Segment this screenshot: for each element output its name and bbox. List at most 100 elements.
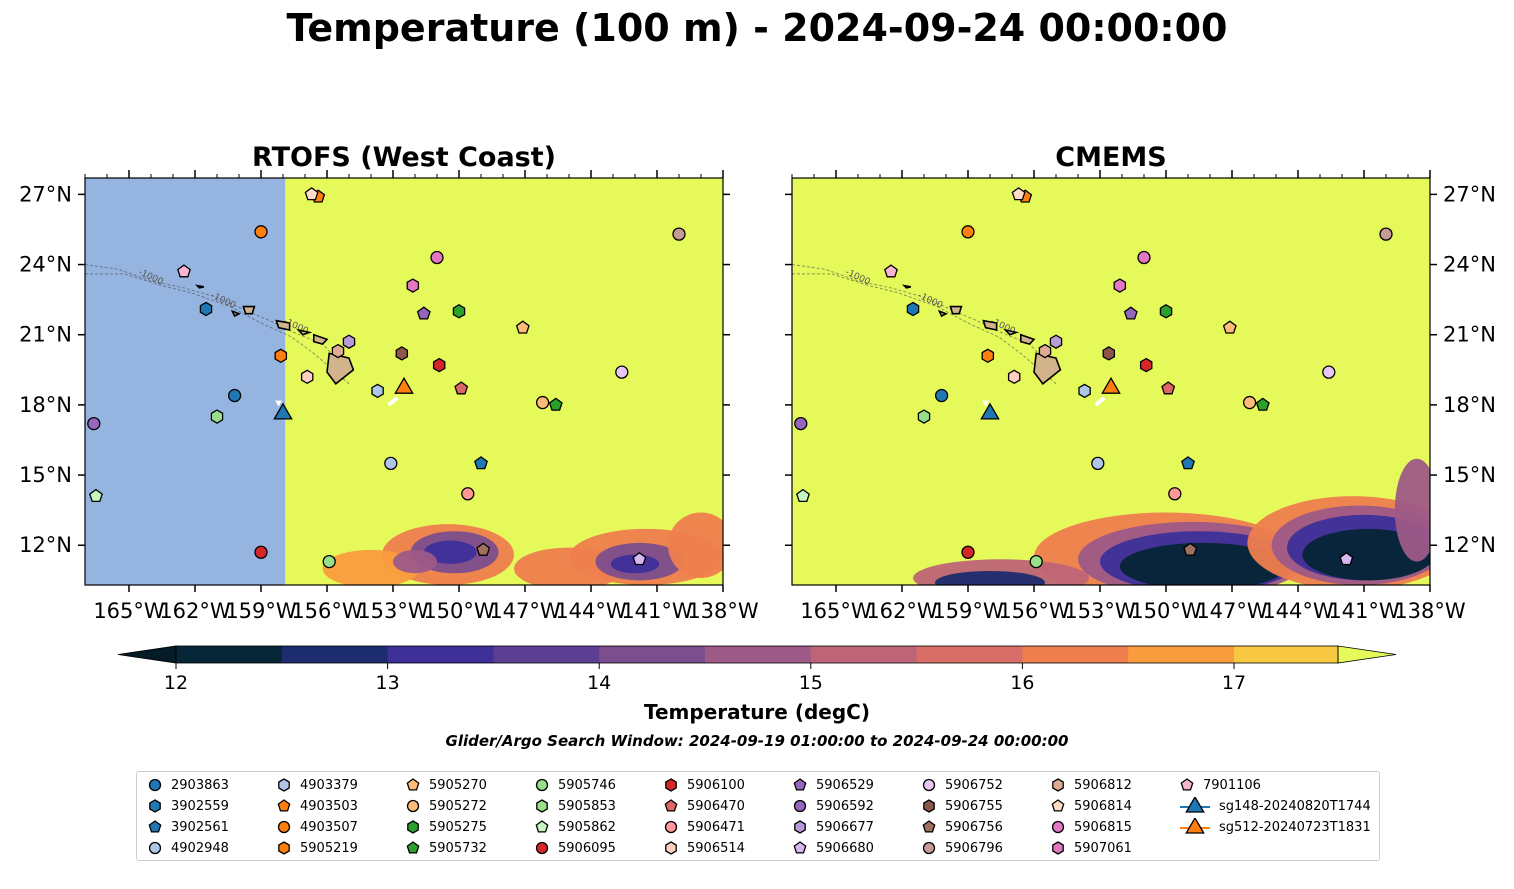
lon-tick-label: 162°W bbox=[159, 599, 231, 623]
map-panels: -1000-1000-1000165°W162°W159°W156°W153°W… bbox=[19, 170, 1496, 623]
legend-label: sg148-20240820T1744 bbox=[1219, 798, 1371, 814]
float-marker-5905853 bbox=[210, 409, 224, 424]
colorbar-tick-label: 15 bbox=[798, 672, 823, 694]
island bbox=[242, 305, 256, 315]
colorbar-segment bbox=[599, 646, 706, 663]
legend-item-2903863: 2903863 bbox=[147, 775, 229, 795]
float-marker-5906100 bbox=[432, 357, 446, 373]
float-marker-2903863 bbox=[934, 388, 949, 403]
lon-tick-label: 144°W bbox=[1262, 599, 1334, 623]
lat-tick-label: 21°N bbox=[19, 323, 72, 347]
float-marker-5905270 bbox=[1222, 320, 1237, 334]
legend-circle-icon bbox=[535, 778, 549, 792]
bathymetry-contour bbox=[792, 273, 1057, 385]
lon-tick-label: 144°W bbox=[555, 599, 627, 623]
lon-tick-label: 165°W bbox=[800, 599, 872, 623]
float-marker-3902561 bbox=[474, 456, 488, 470]
legend-item-sg512-20240723T1831: sg512-20240723T1831 bbox=[1179, 817, 1371, 837]
legend-label: 5906812 bbox=[1074, 777, 1132, 793]
legend-item-5906755: 5906755 bbox=[921, 796, 1003, 816]
float-marker-4903379 bbox=[1078, 383, 1091, 399]
float-marker-5906812 bbox=[1038, 343, 1052, 359]
float-marker-5906815 bbox=[1137, 250, 1151, 265]
island bbox=[296, 328, 313, 336]
float-marker-4902948 bbox=[1091, 456, 1105, 471]
float-marker-3902559 bbox=[906, 301, 920, 317]
legend-item-5906796: 5906796 bbox=[921, 838, 1003, 858]
legend-item-5905272: 5905272 bbox=[405, 796, 487, 816]
rtofs-map: -1000-1000-1000165°W162°W159°W156°W153°W… bbox=[19, 170, 759, 623]
lon-tick-label: 153°W bbox=[1064, 599, 1136, 623]
float-marker-4903379 bbox=[371, 383, 384, 399]
lat-tick-label: 27°N bbox=[19, 182, 72, 206]
legend-label: 5905275 bbox=[429, 819, 487, 835]
float-marker-5905275 bbox=[1159, 304, 1173, 319]
legend-label: 4903507 bbox=[300, 819, 358, 835]
glider-marker-sg512-20240723T1831 bbox=[1101, 376, 1121, 394]
island bbox=[949, 305, 963, 315]
legend-hexagon-icon bbox=[1052, 841, 1064, 855]
glider-marker-sg148-20240820T1744 bbox=[980, 402, 1000, 420]
colorbar-segment bbox=[281, 646, 389, 663]
legend-circle-icon bbox=[922, 778, 936, 792]
legend-label: 5906529 bbox=[816, 777, 874, 793]
bathymetry-contour bbox=[85, 264, 345, 368]
legend-item-3902559: 3902559 bbox=[147, 796, 229, 816]
legend-label: 5906470 bbox=[687, 798, 745, 814]
legend-item-4902948: 4902948 bbox=[147, 838, 229, 858]
float-marker-5906514 bbox=[300, 369, 314, 385]
legend-label: 5905746 bbox=[558, 777, 616, 793]
float-marker-5906752 bbox=[615, 365, 629, 379]
float-marker-5906677 bbox=[342, 334, 356, 349]
legend-hexagon-icon bbox=[407, 820, 419, 834]
float-marker-4903507 bbox=[961, 225, 975, 239]
float-marker-7901106 bbox=[884, 264, 898, 278]
float-marker-5905746 bbox=[1029, 554, 1043, 569]
colorbar-tick-label: 12 bbox=[163, 672, 189, 694]
legend-circle-icon bbox=[535, 841, 549, 855]
legend-circle-icon bbox=[922, 841, 936, 855]
float-marker-5906095 bbox=[961, 545, 975, 559]
float-marker-5906471 bbox=[461, 487, 475, 501]
float-marker-5905746 bbox=[322, 554, 336, 569]
legend-item-5906592: 5906592 bbox=[792, 796, 874, 816]
legend-label: 5907061 bbox=[1074, 840, 1132, 856]
lat-tick-label: 18°N bbox=[19, 393, 72, 417]
cold-water-contour bbox=[1394, 458, 1430, 562]
cold-water-contour bbox=[423, 540, 477, 564]
legend-label: 2903863 bbox=[171, 777, 229, 793]
float-marker-5906470 bbox=[454, 381, 469, 395]
legend-label: 5906755 bbox=[945, 798, 1003, 814]
legend-label: 5906677 bbox=[816, 819, 874, 835]
lat-tick-label: 15°N bbox=[19, 463, 72, 487]
float-marker-5906100 bbox=[1139, 357, 1153, 373]
lon-tick-label: 156°W bbox=[998, 599, 1070, 623]
map-frame bbox=[84, 177, 724, 586]
legend-item-5906756: 5906756 bbox=[921, 817, 1003, 837]
legend-item-5905219: 5905219 bbox=[276, 838, 358, 858]
lon-tick-label: 159°W bbox=[932, 599, 1004, 623]
lon-tick-label: 150°W bbox=[1130, 599, 1202, 623]
legend-label: 4903503 bbox=[300, 798, 358, 814]
float-marker-5905272 bbox=[1242, 395, 1257, 410]
lon-tick-label: 147°W bbox=[489, 599, 561, 623]
lon-tick-label: 156°W bbox=[291, 599, 363, 623]
island bbox=[937, 309, 948, 318]
legend-item-4903507: 4903507 bbox=[276, 817, 358, 837]
float-marker-4903507 bbox=[254, 225, 268, 239]
float-marker-3902559 bbox=[199, 301, 213, 317]
glider-track bbox=[1094, 396, 1106, 407]
legend-item-5906471: 5906471 bbox=[663, 817, 745, 837]
legend-pentagon-icon bbox=[793, 778, 807, 791]
float-marker-5905219 bbox=[981, 348, 995, 364]
float-marker-5906592 bbox=[87, 416, 101, 431]
glider-marker-sg148-20240820T1744 bbox=[273, 402, 293, 420]
legend-label: 5905219 bbox=[300, 840, 358, 856]
legend-label: 5906471 bbox=[687, 819, 745, 835]
lat-tick-label: 24°N bbox=[19, 253, 72, 277]
float-marker-5907061 bbox=[1113, 278, 1127, 293]
cold-water-contour bbox=[1302, 528, 1430, 581]
float-marker-5906680 bbox=[1339, 551, 1354, 566]
legend-circle-icon bbox=[148, 778, 162, 792]
island bbox=[1003, 328, 1020, 336]
